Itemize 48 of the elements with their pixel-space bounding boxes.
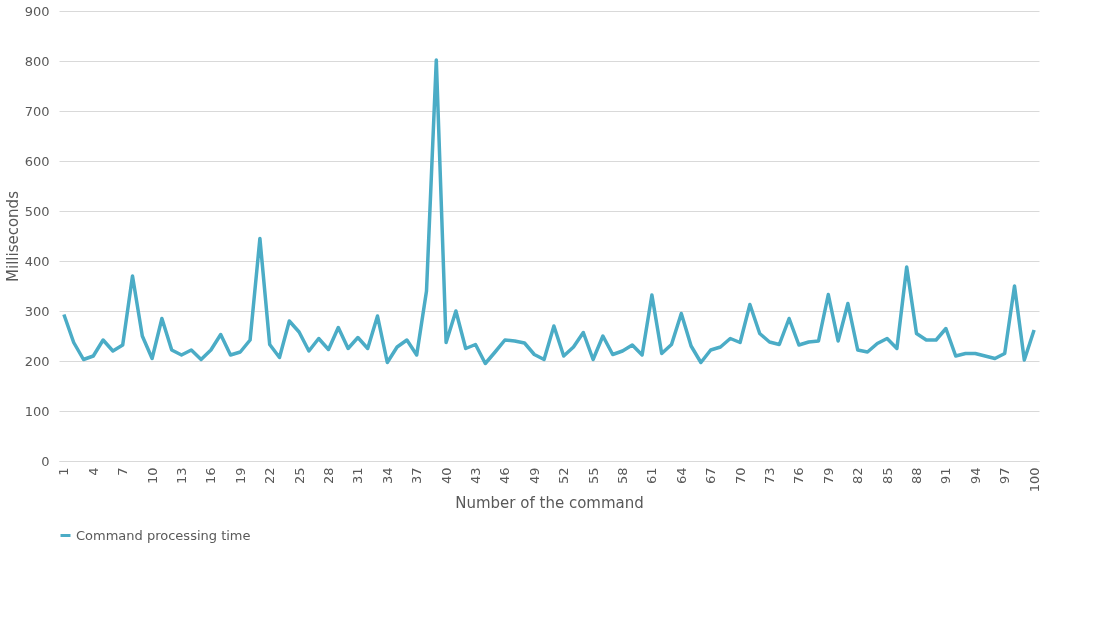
x-tick-label: 64 [673, 467, 689, 485]
x-tick-label: 88 [909, 467, 924, 485]
x-tick-label: 79 [820, 467, 836, 485]
x-tick-label: 73 [762, 467, 777, 485]
x-tick-label: 70 [732, 467, 748, 485]
x-tick-label: 94 [967, 467, 983, 485]
y-tick-label: 100 [24, 403, 50, 419]
y-tick-label: 0 [41, 453, 50, 469]
y-tick-label: 900 [24, 3, 50, 19]
x-tick-label: 1 [56, 467, 72, 476]
x-tick-label: 76 [791, 467, 807, 485]
x-tick-label: 40 [438, 467, 454, 485]
legend-label: Command processing time [76, 527, 251, 543]
x-tick-label: 37 [409, 467, 425, 485]
y-tick-label: 700 [24, 103, 50, 119]
x-tick-label: 91 [938, 467, 954, 485]
x-tick-label: 19 [232, 467, 248, 485]
x-tick-label: 97 [997, 467, 1013, 485]
x-tick-label: 55 [585, 467, 601, 485]
y-tick-label: 200 [24, 353, 50, 369]
y-tick-label: 400 [24, 253, 50, 269]
x-tick-label: 49 [526, 467, 542, 485]
y-tick-label: 300 [24, 303, 50, 319]
x-tick-label: 13 [174, 467, 189, 485]
x-axis-title: Number of the command [455, 494, 644, 513]
y-tick-label: 800 [24, 53, 50, 69]
x-tick-label: 31 [350, 467, 366, 485]
x-tick-label: 85 [879, 467, 895, 485]
x-tick-label: 100 [1026, 467, 1042, 493]
x-tick-label: 28 [321, 467, 336, 485]
x-tick-label: 7 [115, 467, 131, 476]
x-tick-label: 46 [497, 467, 513, 485]
x-tick-label: 25 [291, 467, 307, 485]
x-tick-label: 16 [203, 467, 219, 485]
x-tick-label: 82 [850, 467, 866, 485]
x-tick-label: 67 [703, 467, 719, 485]
x-tick-label: 22 [262, 467, 278, 485]
x-tick-label: 4 [85, 467, 101, 476]
y-tick-label: 600 [24, 153, 50, 169]
y-tick-label: 500 [24, 203, 50, 219]
x-tick-label: 10 [144, 467, 160, 485]
x-tick-label: 34 [379, 467, 395, 485]
y-axis-title: Milliseconds [3, 190, 22, 282]
x-tick-label: 61 [644, 467, 660, 485]
x-tick-label: 52 [556, 467, 572, 485]
x-tick-label: 58 [615, 467, 630, 485]
x-tick-label: 43 [468, 467, 483, 485]
line-series [62, 58, 1036, 366]
